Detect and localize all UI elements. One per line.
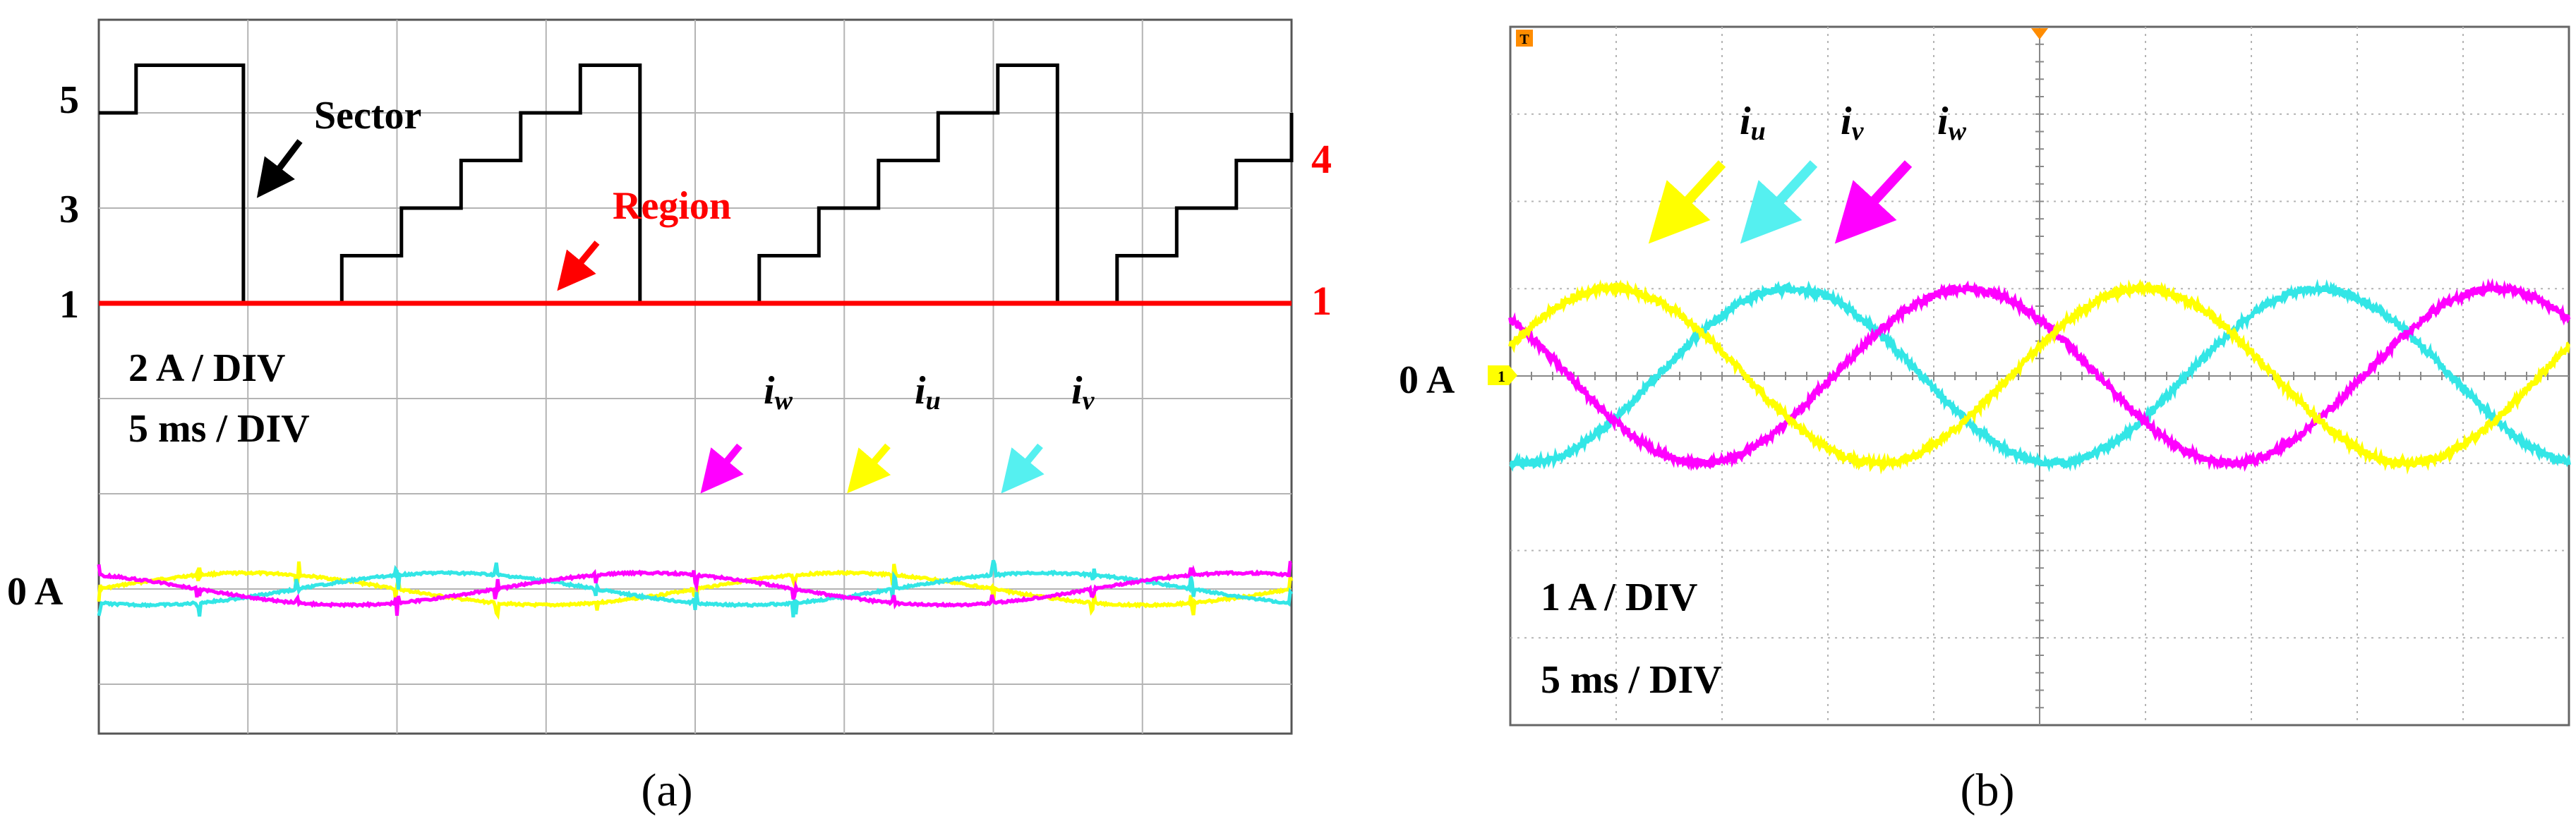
trigger-position-label: T bbox=[1519, 32, 1529, 47]
ch1-ground-label: 1 bbox=[1498, 368, 1505, 385]
panel-b-iu-trace bbox=[1508, 279, 2570, 475]
panel-b-iu-label: iu bbox=[1740, 99, 1766, 146]
panel-b-iw-label: iw bbox=[1937, 99, 1967, 146]
panel-b-iv-label: iv bbox=[1841, 99, 1865, 146]
region-arrow bbox=[557, 241, 600, 291]
trigger-time-marker bbox=[2031, 28, 2048, 40]
region-label: Region bbox=[613, 184, 731, 228]
region-tick-1: 1 bbox=[1311, 278, 1332, 324]
panel-b-iv-arrow bbox=[1740, 160, 1818, 244]
panel-b-iw-arrow bbox=[1834, 160, 1913, 244]
panel-b-time-scale: 5 ms / DIV bbox=[1541, 658, 1722, 702]
panel-a-iv-trace bbox=[97, 559, 1294, 618]
panel-a-current-scale: 2 A / DIV bbox=[128, 346, 286, 390]
panel-a-current-traces bbox=[97, 559, 1294, 620]
panel-a-iw-trace bbox=[97, 561, 1292, 616]
panel-a-iv-arrow bbox=[1001, 443, 1045, 494]
panel-a-iw-label: iw bbox=[764, 369, 793, 415]
panel-b: T 1 0 A iu iv iw 1 A / DIV 5 ms / DIV (b… bbox=[1399, 25, 2571, 816]
panel-a: 5 3 1 4 1 Sector Region 2 A / DIV 5 ms /… bbox=[7, 18, 1332, 816]
panel-a-iu-label: iu bbox=[915, 369, 941, 415]
sector-label: Sector bbox=[314, 94, 421, 138]
region-tick-4: 4 bbox=[1311, 136, 1332, 182]
panel-a-iw-arrow bbox=[700, 443, 744, 494]
sector-trace-group bbox=[99, 63, 1294, 305]
panel-b-current-scale: 1 A / DIV bbox=[1541, 576, 1698, 619]
panel-a-iu-arrow bbox=[847, 443, 891, 494]
ch1-ground-marker bbox=[1488, 365, 1517, 385]
panel-b-caption: (b) bbox=[1961, 765, 2015, 816]
panel-b-iu-arrow bbox=[1648, 160, 1726, 244]
panel-b-zero-current: 0 A bbox=[1399, 358, 1455, 402]
trigger-position-marker bbox=[1516, 30, 1533, 47]
sector-tick-5: 5 bbox=[59, 78, 79, 122]
panel-a-caption: (a) bbox=[641, 765, 692, 816]
panel-b-current-traces bbox=[1508, 278, 2571, 475]
panel-b-iv-trace bbox=[1509, 279, 2571, 473]
sector-arrow bbox=[256, 139, 303, 198]
sector-tick-1: 1 bbox=[59, 283, 79, 327]
panel-a-iv-label: iv bbox=[1071, 369, 1095, 415]
sector-tick-3: 3 bbox=[59, 188, 79, 231]
panel-b-iw-trace bbox=[1508, 278, 2571, 472]
panel-a-time-scale: 5 ms / DIV bbox=[128, 407, 310, 451]
sector-trace bbox=[99, 63, 1294, 305]
panel-a-zero-current: 0 A bbox=[7, 570, 64, 614]
